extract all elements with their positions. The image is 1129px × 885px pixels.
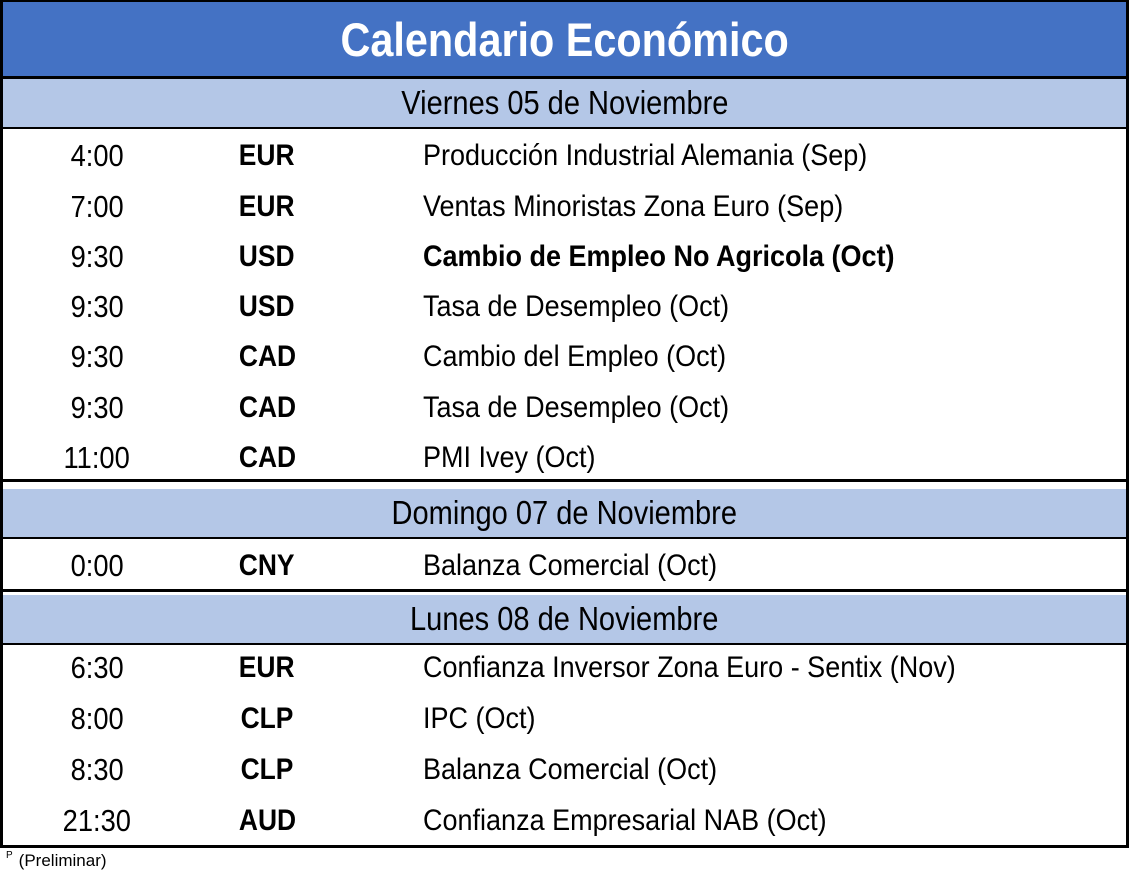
event-row: 11:00 CAD PMI Ivey (Oct) [3, 433, 1126, 483]
event-row: 7:00 EUR Ventas Minoristas Zona Euro (Se… [3, 182, 1126, 232]
event-currency: USD [239, 290, 295, 323]
event-row: 9:30 USD Cambio de Empleo No Agricola (O… [3, 232, 1126, 282]
event-row: 0:00 CNY Balanza Comercial (Oct) [3, 541, 1126, 591]
event-currency: CAD [238, 391, 296, 424]
event-name: PMI Ivey (Oct) [423, 441, 596, 474]
calendar-title: Calendario Económico [340, 12, 789, 66]
event-time: 7:00 [70, 189, 124, 224]
day-header: Domingo 07 de Noviembre [3, 489, 1126, 539]
event-name: Producción Industrial Alemania (Sep) [423, 139, 868, 172]
event-currency: EUR [239, 139, 295, 172]
event-name: Balanza Comercial (Oct) [423, 753, 718, 786]
day-header: Viernes 05 de Noviembre [3, 79, 1126, 129]
footnote-marker: P [6, 850, 13, 861]
day-header-label: Lunes 08 de Noviembre [410, 600, 719, 637]
event-time: 9:30 [70, 239, 124, 274]
event-time: 11:00 [63, 440, 131, 475]
event-row: 4:00 EUR Producción Industrial Alemania … [3, 131, 1126, 181]
event-currency: CLP [240, 702, 294, 735]
footnote: P (Preliminar) [6, 850, 107, 871]
event-time: 6:30 [70, 650, 124, 685]
event-name: Tasa de Desempleo (Oct) [423, 391, 730, 424]
event-currency: AUD [238, 804, 296, 837]
event-time: 9:30 [70, 390, 124, 425]
event-currency: EUR [239, 190, 295, 223]
event-name: Cambio del Empleo (Oct) [423, 340, 727, 373]
event-time: 4:00 [70, 138, 124, 173]
event-time: 8:00 [70, 701, 124, 736]
event-name: IPC (Oct) [423, 702, 536, 735]
event-name: Confianza Empresarial NAB (Oct) [423, 804, 827, 837]
event-currency: CAD [238, 340, 296, 373]
event-time: 9:30 [70, 339, 124, 374]
event-currency: CNY [239, 549, 295, 582]
footnote-text: (Preliminar) [18, 851, 107, 870]
event-row: 9:30 USD Tasa de Desempleo (Oct) [3, 282, 1126, 332]
day-header-label: Viernes 05 de Noviembre [400, 84, 729, 121]
day-header-label: Domingo 07 de Noviembre [391, 494, 738, 531]
event-row: 8:30 CLP Balanza Comercial (Oct) [3, 745, 1126, 795]
event-row: 9:30 CAD Tasa de Desempleo (Oct) [3, 383, 1126, 433]
calendar-table: Calendario Económico Viernes 05 de Novie… [0, 0, 1129, 848]
event-row: 8:00 CLP IPC (Oct) [3, 694, 1126, 744]
event-time: 0:00 [70, 548, 124, 583]
event-currency: CLP [240, 753, 294, 786]
section-divider [3, 479, 1126, 482]
event-currency: EUR [239, 651, 295, 684]
event-row: 9:30 CAD Cambio del Empleo (Oct) [3, 332, 1126, 382]
event-row: 21:30 AUD Confianza Empresarial NAB (Oct… [3, 796, 1126, 846]
event-time: 21:30 [62, 803, 132, 838]
day-header: Lunes 08 de Noviembre [3, 595, 1126, 645]
event-currency: USD [239, 240, 295, 273]
event-name: Tasa de Desempleo (Oct) [423, 290, 730, 323]
event-name: Confianza Inversor Zona Euro - Sentix (N… [423, 651, 956, 684]
event-name: Balanza Comercial (Oct) [423, 549, 718, 582]
event-time: 8:30 [70, 752, 124, 787]
event-currency: CAD [238, 441, 296, 474]
event-name: Cambio de Empleo No Agricola (Oct) [423, 240, 895, 273]
event-row: 6:30 EUR Confianza Inversor Zona Euro - … [3, 643, 1126, 693]
event-name: Ventas Minoristas Zona Euro (Sep) [423, 190, 844, 223]
event-time: 9:30 [70, 289, 124, 324]
calendar-title-bar: Calendario Económico [3, 2, 1126, 79]
section-divider [3, 589, 1126, 592]
